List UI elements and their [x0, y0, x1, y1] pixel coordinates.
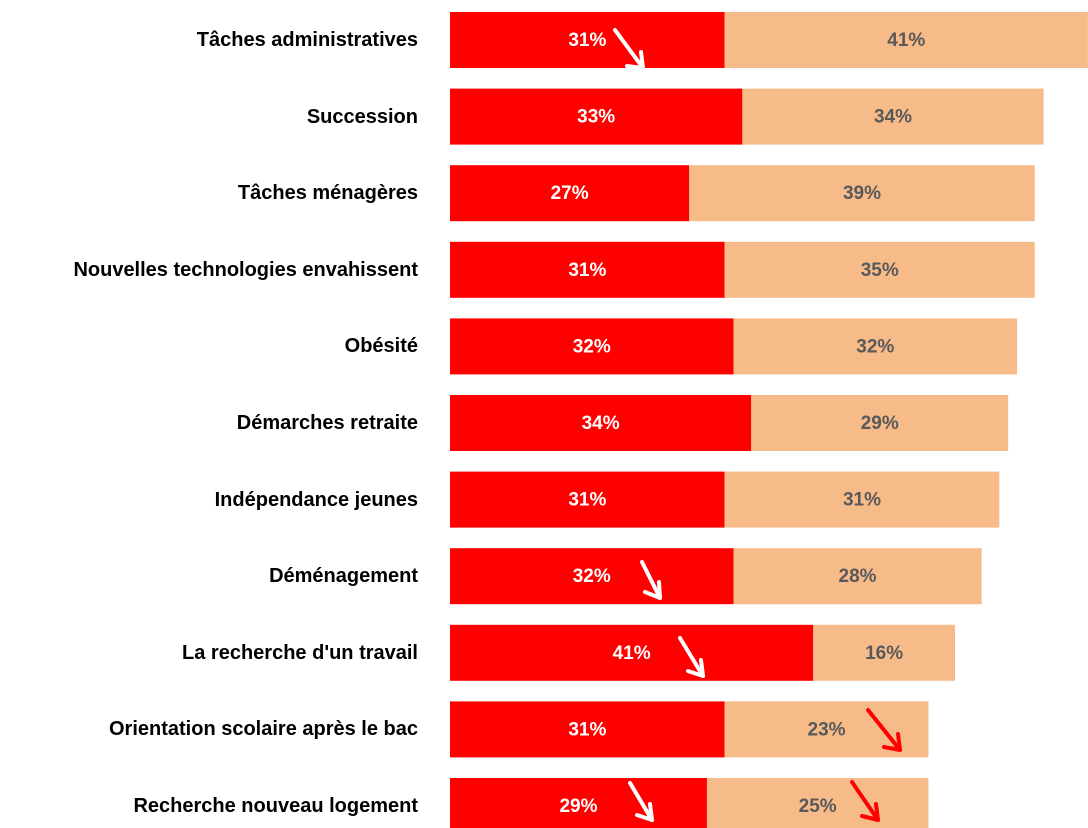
- value-label: 41%: [613, 643, 651, 664]
- value-label: 29%: [861, 413, 899, 434]
- value-label: 25%: [799, 796, 837, 817]
- value-label: 34%: [582, 413, 620, 434]
- arrow: [628, 781, 654, 822]
- arrow: [850, 780, 880, 822]
- bar-segment: [450, 165, 690, 222]
- arrow: [866, 708, 902, 752]
- category-label: Nouvelles technologies envahissent: [73, 258, 418, 281]
- bar-segment: [724, 241, 1035, 298]
- bar-segment: [733, 548, 982, 605]
- value-label: 32%: [573, 566, 611, 587]
- category-label: Recherche nouveau logement: [133, 795, 418, 817]
- value-label: 23%: [808, 719, 846, 740]
- value-label: 35%: [861, 260, 899, 281]
- bar-segment: [450, 318, 734, 375]
- value-label: 31%: [568, 490, 606, 511]
- bar-segment: [450, 701, 725, 758]
- bar-segment: [450, 548, 734, 605]
- bar-segment: [724, 12, 1088, 68]
- bar-segment: [450, 624, 814, 681]
- bar-segment: [689, 165, 1035, 222]
- bar-segment: [742, 88, 1044, 145]
- value-label: 29%: [559, 796, 597, 817]
- bar-segment: [450, 241, 725, 298]
- value-label: 32%: [856, 336, 894, 357]
- value-label: 41%: [887, 30, 925, 51]
- bars: 31% 41% 33% 34% 27% 39% 31% 35% 32% 32% 34% 29% 31% 3…: [450, 12, 1088, 828]
- category-label: Orientation scolaire après le bac: [108, 718, 418, 741]
- bar-segment: [450, 88, 743, 145]
- category-label: Indépendance jeunes: [214, 488, 418, 511]
- category-label: La recherche d'un travail: [182, 641, 418, 664]
- category-label: Démarches retraite: [236, 412, 418, 434]
- category-label: Obésité: [344, 335, 418, 358]
- value-label: 31%: [843, 490, 881, 511]
- bar-segment: [724, 471, 1000, 528]
- value-label: 39%: [843, 183, 881, 204]
- bar-segment: [450, 12, 725, 68]
- value-label: 33%: [577, 107, 615, 128]
- arrow: [613, 28, 645, 70]
- value-label: 34%: [874, 107, 912, 128]
- value-label: 16%: [865, 643, 903, 664]
- category-label: Succession: [306, 105, 418, 128]
- bar-segment: [813, 624, 956, 681]
- value-label: 27%: [551, 183, 589, 204]
- arrow: [678, 636, 705, 678]
- bar-segment: [450, 778, 707, 828]
- bar-segment: [733, 318, 1018, 375]
- category-label: Tâches ménagères: [237, 182, 418, 205]
- bar-segment: [450, 471, 725, 528]
- category-label: Déménagement: [269, 565, 418, 588]
- bar-segment: [450, 395, 752, 451]
- trend-arrows: [613, 28, 902, 822]
- category-label: Tâches administratives: [196, 29, 418, 51]
- arrow: [640, 560, 662, 600]
- bar-segment: [751, 395, 1009, 451]
- value-label: 28%: [839, 566, 877, 587]
- bar-segment: [706, 778, 929, 828]
- value-label: 32%: [573, 336, 611, 357]
- value-label: 31%: [568, 260, 606, 281]
- value-label: 31%: [568, 719, 606, 740]
- value-label: 31%: [568, 30, 606, 51]
